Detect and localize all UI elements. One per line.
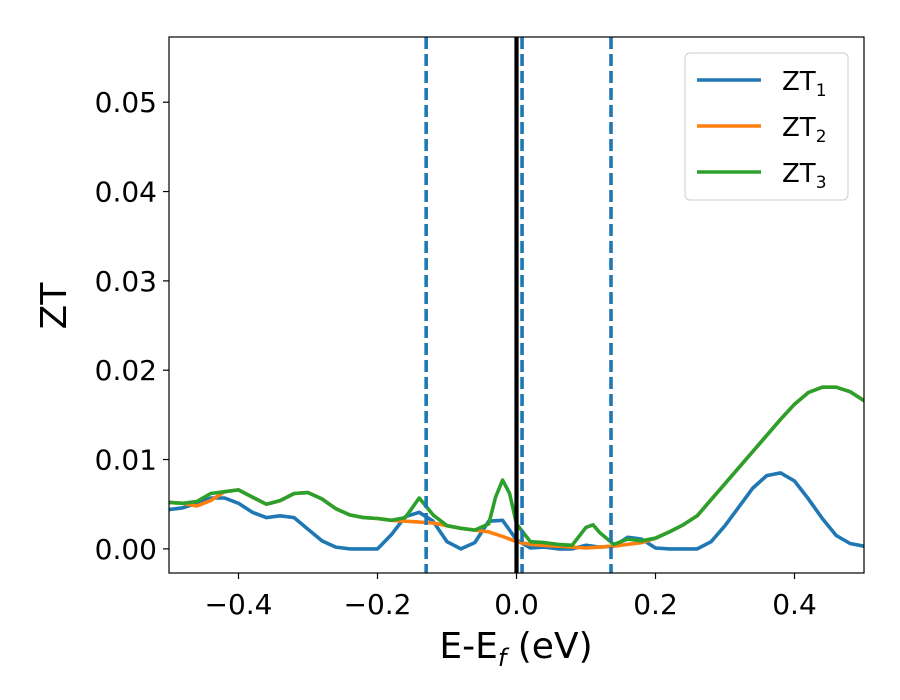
x-axis-title: E-Ef (eV) xyxy=(439,626,592,672)
series-line-3 xyxy=(169,385,864,548)
legend-label-3: ZT3 xyxy=(782,159,827,193)
x-tick-label: −0.4 xyxy=(205,588,273,621)
x-tick-label: −0.2 xyxy=(344,588,412,621)
y-axis-ticks: 0.00 0.01 0.02 0.03 0.04 0.05 xyxy=(95,86,169,566)
x-tick-label: 0.4 xyxy=(772,588,817,621)
x-axis-title-unit: (eV) xyxy=(506,626,592,667)
y-tick-label: 0.03 xyxy=(95,265,157,298)
legend: ZT1 ZT2 ZT3 xyxy=(684,52,849,201)
y-axis-title: ZT xyxy=(34,282,75,330)
y-tick-label: 0.02 xyxy=(95,354,157,387)
vertical-markers xyxy=(424,37,613,573)
legend-label-2: ZT2 xyxy=(782,113,827,147)
x-axis-ticks: −0.4 −0.2 0.0 0.2 0.4 xyxy=(205,573,817,621)
y-tick-label: 0.04 xyxy=(95,176,157,209)
legend-label-1: ZT1 xyxy=(782,67,827,101)
y-tick-label: 0.01 xyxy=(95,444,157,477)
x-tick-label: 0.2 xyxy=(633,588,678,621)
x-tick-label: 0.0 xyxy=(494,588,539,621)
legend-box xyxy=(684,52,849,201)
y-tick-label: 0.00 xyxy=(95,533,157,566)
y-tick-label: 0.05 xyxy=(95,86,157,119)
